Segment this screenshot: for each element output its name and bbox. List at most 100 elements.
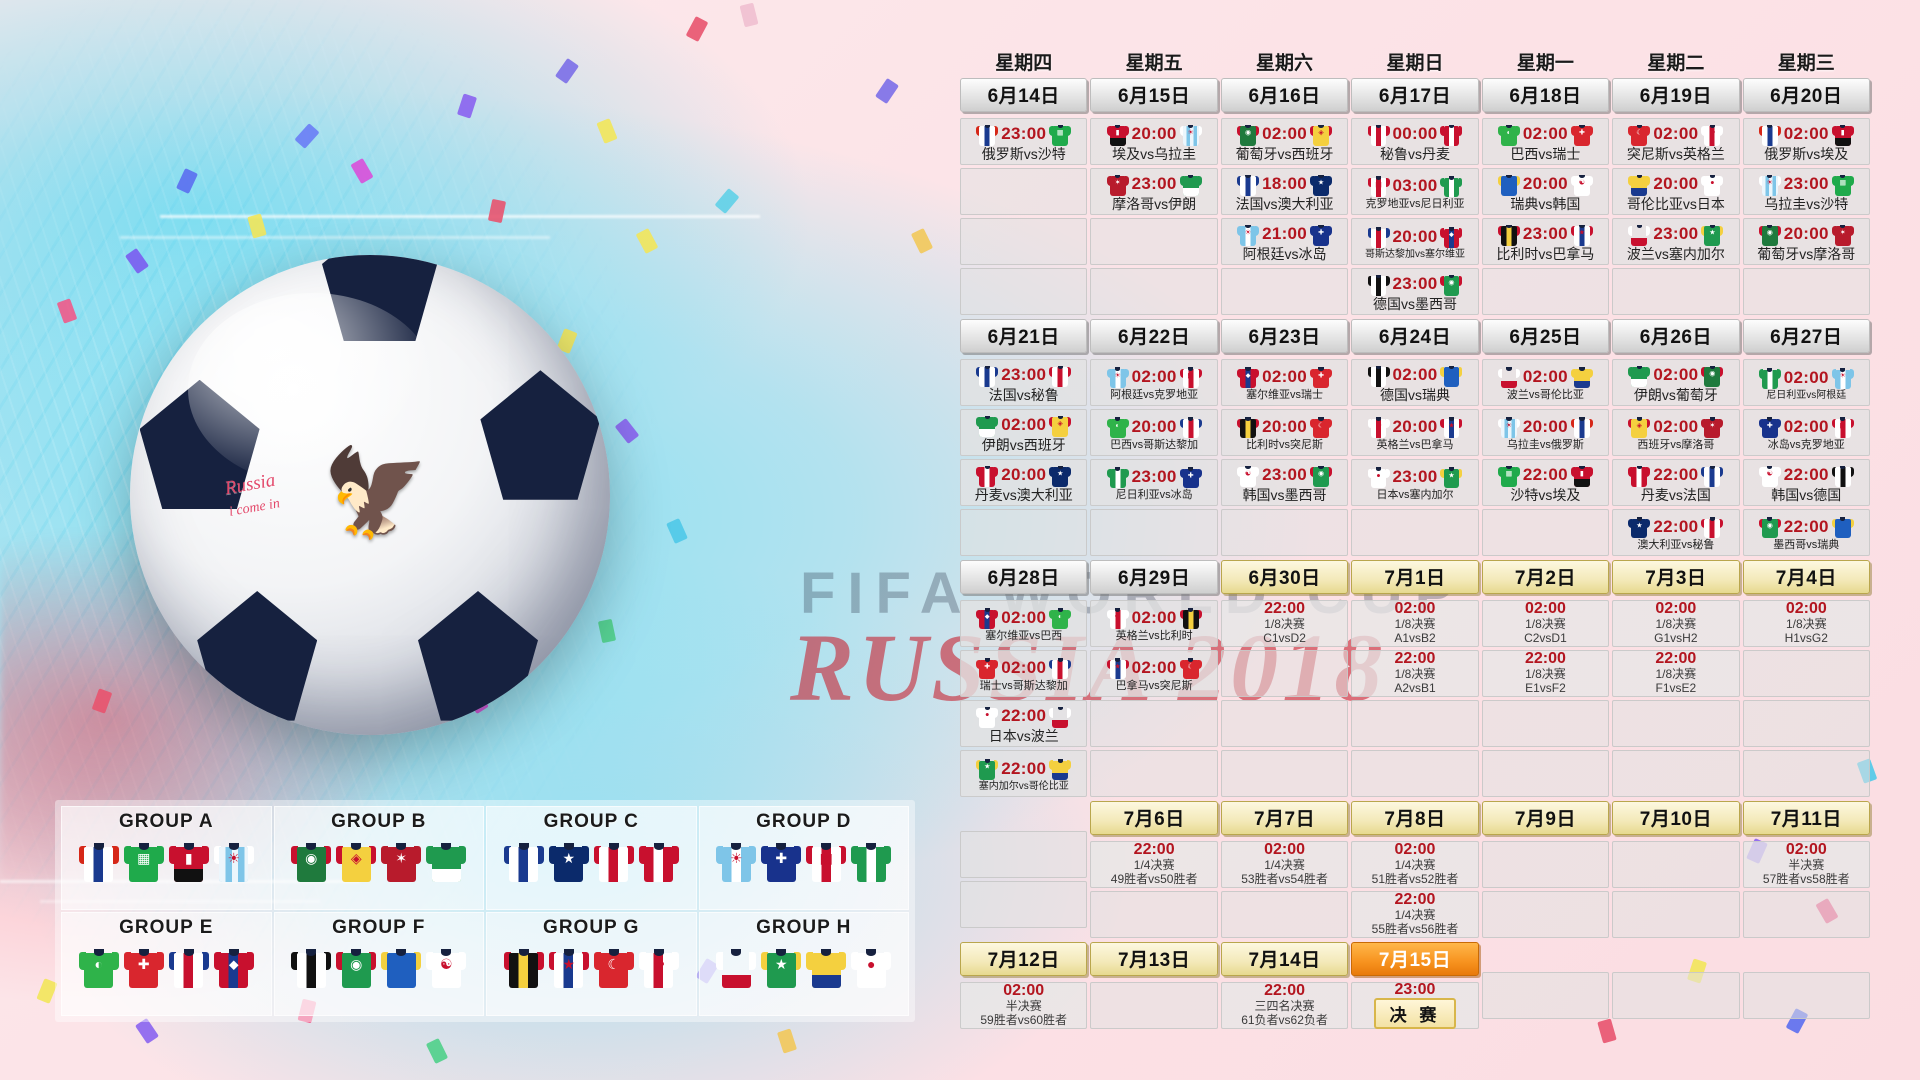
group-match-cell[interactable]: 02:00 波兰vs哥伦比亚	[1481, 359, 1610, 406]
date-header-6月30日[interactable]: 6月30日	[1220, 560, 1349, 594]
date-header-6月16日[interactable]: 6月16日	[1220, 78, 1349, 112]
group-match-cell[interactable]: 23:00 ✚ 尼日利亚vs冰岛	[1090, 459, 1218, 506]
knockout-match-cell[interactable]: 02:00 1/8决赛 A1vsB2	[1351, 600, 1479, 647]
group-match-cell[interactable]: ☀ 23:00 ▦ 乌拉圭vs沙特	[1742, 168, 1870, 215]
knockout-match-cell[interactable]: 22:00 1/4决赛 55胜者vs56胜者	[1351, 891, 1479, 938]
group-match-cell[interactable]: ★ 02:00 ☾ 巴拿马vs突尼斯	[1090, 650, 1218, 697]
group-match-cell[interactable]: ★ 22:00 澳大利亚vs秘鲁	[1612, 509, 1740, 556]
date-header-6月19日[interactable]: 6月19日	[1612, 78, 1740, 112]
group-match-cell[interactable]: 02:00 德国vs瑞典	[1351, 359, 1479, 406]
group-match-cell[interactable]: ◈ 02:00 ✶ 西班牙vs摩洛哥	[1612, 409, 1740, 456]
jersey-icon-colombia	[1628, 173, 1651, 196]
group-match-cell[interactable]: ☀ 02:00 ▨ 阿根廷vs克罗地亚	[1090, 359, 1218, 406]
day-column-1-6: 6月27日 02:00 ☀ 尼日利亚vs阿根廷 ✚ 02:00 ▨ 冰岛vs克罗地亚 ☯ 22:0…	[1742, 319, 1870, 556]
jersey-icon-japan: ●	[976, 705, 999, 728]
group-match-cell[interactable]: 02:00 ▮ 俄罗斯vs埃及	[1742, 118, 1870, 165]
date-header-6月26日[interactable]: 6月26日	[1612, 319, 1740, 353]
date-header-6月18日[interactable]: 6月18日	[1481, 78, 1610, 112]
group-match-cell[interactable]: ◐ 20:00 巴西vs哥斯达黎加	[1090, 409, 1218, 456]
knockout-match-cell[interactable]: 02:00 1/8决赛 G1vsH2	[1612, 600, 1740, 647]
group-match-cell[interactable]: 20:00 ★ 丹麦vs澳大利亚	[960, 459, 1088, 506]
group-match-cell[interactable]: 18:00 ★ 法国vs澳大利亚	[1220, 168, 1349, 215]
knockout-match-cell[interactable]: 02:00 1/8决赛 C2vsD1	[1481, 600, 1610, 647]
group-match-cell[interactable]: ● 22:00 日本vs波兰	[960, 700, 1088, 747]
group-match-cell[interactable]: 23:00 ★ 比利时vs巴拿马	[1481, 218, 1610, 265]
knockout-match-cell[interactable]: 22:00 1/8决赛 F1vsE2	[1612, 650, 1740, 697]
date-header-7月3日[interactable]: 7月3日	[1612, 560, 1740, 594]
group-match-cell[interactable]: ☾ 02:00 ✚ 突尼斯vs英格兰	[1612, 118, 1740, 165]
date-header-7月4日[interactable]: 7月4日	[1742, 560, 1870, 594]
knockout-match-cell[interactable]: 02:00 半决赛 57胜者vs58胜者	[1742, 841, 1870, 888]
date-header-7月8日[interactable]: 7月8日	[1351, 801, 1479, 835]
group-match-cell[interactable]: 22:00 丹麦vs法国	[1612, 459, 1740, 506]
date-header-7月6日[interactable]: 7月6日	[1090, 801, 1218, 835]
date-header-7月11日[interactable]: 7月11日	[1742, 801, 1870, 835]
group-match-cell[interactable]: 20:00 ⬥ 哥斯达黎加vs塞尔维亚	[1351, 218, 1479, 265]
date-header-6月24日[interactable]: 6月24日	[1351, 319, 1479, 353]
group-match-cell[interactable]: ◉ 02:00 ◈ 葡萄牙vs西班牙	[1220, 118, 1349, 165]
group-match-cell[interactable]: ☀ 20:00 乌拉圭vs俄罗斯	[1481, 409, 1610, 456]
group-match-cell[interactable]: ◉ 22:00 墨西哥vs瑞典	[1742, 509, 1870, 556]
group-match-cell[interactable]: ⬥ 02:00 ◐ 塞尔维亚vs巴西	[960, 600, 1088, 647]
date-header-6月27日[interactable]: 6月27日	[1742, 319, 1870, 353]
date-header-7月10日[interactable]: 7月10日	[1612, 801, 1740, 835]
date-header-6月20日[interactable]: 6月20日	[1742, 78, 1870, 112]
knockout-match-cell[interactable]: 02:00 半决赛 59胜者vs60胜者	[960, 982, 1088, 1029]
date-header-6月21日[interactable]: 6月21日	[960, 319, 1088, 353]
group-match-cell[interactable]: 23:00 ◉ 德国vs墨西哥	[1351, 268, 1479, 315]
group-match-cell[interactable]: 23:00 法国vs秘鲁	[960, 359, 1088, 406]
group-match-cell[interactable]: ★ 22:00 塞内加尔vs哥伦比亚	[960, 750, 1088, 797]
group-match-cell[interactable]: 23:00 ▦ 俄罗斯vs沙特	[960, 118, 1088, 165]
knockout-match-cell[interactable]: 23:00 决 赛	[1351, 981, 1479, 1030]
group-match-cell[interactable]: ☀ 21:00 ✚ 阿根廷vs冰岛	[1220, 218, 1349, 265]
group-match-cell[interactable]: 02:00 ◈ 伊朗vs西班牙	[960, 409, 1088, 456]
date-header-6月22日[interactable]: 6月22日	[1090, 319, 1218, 353]
group-match-cell[interactable]: ◐ 02:00 ✚ 巴西vs瑞士	[1481, 118, 1610, 165]
group-match-cell[interactable]: ▨ 03:00 克罗地亚vs尼日利亚	[1351, 168, 1479, 215]
group-match-cell[interactable]: 00:00 秘鲁vs丹麦	[1351, 118, 1479, 165]
date-header-6月25日[interactable]: 6月25日	[1481, 319, 1610, 353]
date-header-7月9日[interactable]: 7月9日	[1481, 801, 1610, 835]
group-match-cell[interactable]: 20:00 ● 哥伦比亚vs日本	[1612, 168, 1740, 215]
group-match-cell[interactable]: 02:00 ◉ 伊朗vs葡萄牙	[1612, 359, 1740, 406]
group-match-cell[interactable]: ▦ 22:00 ▮ 沙特vs埃及	[1481, 459, 1610, 506]
match-teams-label: 塞尔维亚vs瑞士	[1246, 389, 1324, 402]
group-match-cell[interactable]: ✶ 23:00 摩洛哥vs伊朗	[1090, 168, 1218, 215]
date-header-7月2日[interactable]: 7月2日	[1481, 560, 1610, 594]
group-match-cell[interactable]: ✚ 20:00 ★ 英格兰vs巴拿马	[1351, 409, 1479, 456]
group-match-cell[interactable]: 20:00 ☾ 比利时vs突尼斯	[1220, 409, 1349, 456]
date-header-7月15日[interactable]: 7月15日	[1351, 942, 1479, 976]
group-match-cell[interactable]: 02:00 ☀ 尼日利亚vs阿根廷	[1742, 359, 1870, 406]
knockout-match-cell[interactable]: 02:00 1/4决赛 53胜者vs54胜者	[1220, 841, 1349, 888]
knockout-match-cell[interactable]: 22:00 1/8决赛 A2vsB1	[1351, 650, 1479, 697]
group-match-cell[interactable]: ✚ 02:00 ▨ 冰岛vs克罗地亚	[1742, 409, 1870, 456]
group-match-cell[interactable]: ● 23:00 ★ 日本vs塞内加尔	[1351, 459, 1479, 506]
knockout-match-cell[interactable]: 22:00 1/8决赛 C1vsD2	[1220, 600, 1349, 647]
date-header-6月14日[interactable]: 6月14日	[960, 78, 1088, 112]
group-match-cell[interactable]: ☯ 22:00 韩国vs德国	[1742, 459, 1870, 506]
group-match-cell[interactable]: 20:00 ☯ 瑞典vs韩国	[1481, 168, 1610, 215]
group-match-cell[interactable]: ▮ 20:00 ☀ 埃及vs乌拉圭	[1090, 118, 1218, 165]
date-header-7月12日[interactable]: 7月12日	[960, 942, 1088, 976]
group-match-cell[interactable]: ✚ 02:00 瑞士vs哥斯达黎加	[960, 650, 1088, 697]
date-header-7月7日[interactable]: 7月7日	[1220, 801, 1349, 835]
group-match-cell[interactable]: ✚ 02:00 英格兰vs比利时	[1090, 600, 1218, 647]
date-header-6月17日[interactable]: 6月17日	[1351, 78, 1479, 112]
date-header-7月13日[interactable]: 7月13日	[1090, 942, 1218, 976]
group-match-cell[interactable]: ⬥ 02:00 ✚ 塞尔维亚vs瑞士	[1220, 359, 1349, 406]
knockout-match-cell[interactable]: 22:00 1/8决赛 E1vsF2	[1481, 650, 1610, 697]
date-header-7月1日[interactable]: 7月1日	[1351, 560, 1479, 594]
date-header-6月15日[interactable]: 6月15日	[1090, 78, 1218, 112]
group-match-cell[interactable]: 23:00 ★ 波兰vs塞内加尔	[1612, 218, 1740, 265]
date-header-6月23日[interactable]: 6月23日	[1220, 319, 1349, 353]
date-header-7月14日[interactable]: 7月14日	[1220, 942, 1349, 976]
group-match-cell[interactable]: ☯ 23:00 ◉ 韩国vs墨西哥	[1220, 459, 1349, 506]
date-header-6月28日[interactable]: 6月28日	[960, 560, 1088, 594]
knockout-match-cell[interactable]: 02:00 1/8决赛 H1vsG2	[1742, 600, 1870, 647]
knockout-match-cell[interactable]: 22:00 三四名决赛 61负者vs62负者	[1220, 982, 1349, 1029]
knockout-match-cell[interactable]: 02:00 1/4决赛 51胜者vs52胜者	[1351, 841, 1479, 888]
date-header-6月29日[interactable]: 6月29日	[1090, 560, 1218, 594]
group-match-cell[interactable]: ◉ 20:00 ✶ 葡萄牙vs摩洛哥	[1742, 218, 1870, 265]
jersey-icon-sweden	[1831, 515, 1854, 539]
knockout-match-cell[interactable]: 22:00 1/4决赛 49胜者vs50胜者	[1090, 841, 1218, 888]
